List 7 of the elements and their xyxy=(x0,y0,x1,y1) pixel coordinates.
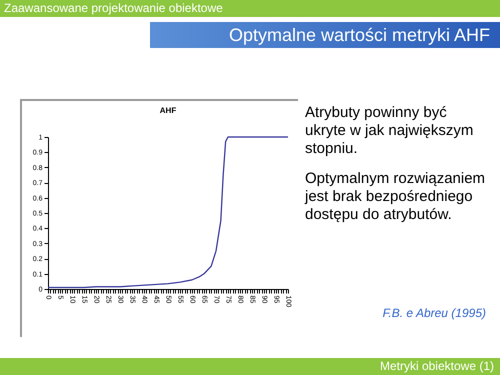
text: Metryki obiektowe (1) xyxy=(0,358,500,375)
text: F.B. e Abreu (1995) xyxy=(382,306,486,320)
text: Atrybuty powinny być ukryte w jak największym stopniu. xyxy=(305,104,474,158)
text: Optymalnym rozwiązaniem jest brak bezpośredniego dostępu do atrybutów. xyxy=(305,170,486,224)
chart-title: AHF xyxy=(160,106,176,115)
text: Zaawansowane projektowanie obiektowe xyxy=(0,0,500,17)
text: Optymalne wartości metryki AHF xyxy=(150,22,500,48)
